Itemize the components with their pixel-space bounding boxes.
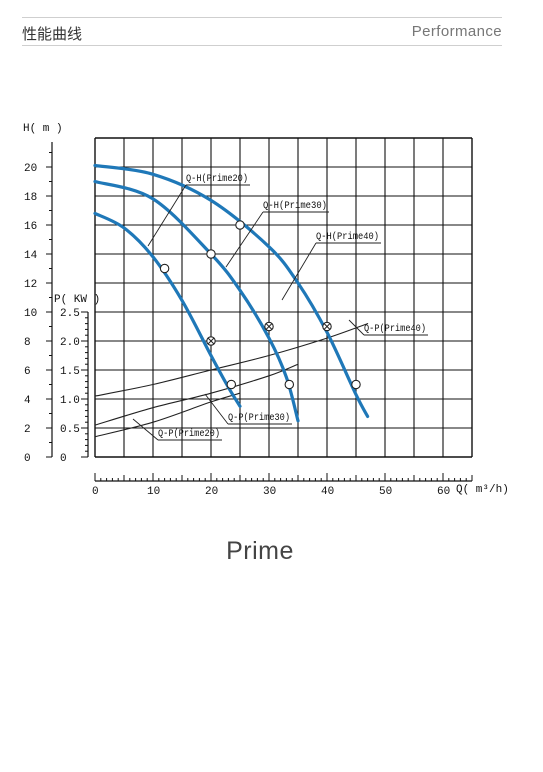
qh-curve-line: [93, 211, 242, 408]
chart-grid: [94, 137, 473, 458]
qh-curves: [93, 163, 370, 423]
x-axis-tick-label: 10: [147, 486, 160, 498]
y-axis-head-tick-label: 2: [24, 424, 31, 436]
curve-label-leader: [204, 393, 229, 425]
y-axis-head-label: H( m ): [23, 123, 63, 135]
qp-curve-line: [94, 323, 369, 397]
y-axis-power-tick-label: 0.5: [60, 424, 80, 436]
y-axis-head-tick-label: 16: [24, 221, 37, 233]
y-axis-power-label: P( KW ): [54, 294, 100, 306]
curve-marker-cross: [323, 323, 331, 330]
curve-marker: [235, 220, 245, 230]
curve-labels: Q-H(Prime20) Q-H(Prime30) Q-H(Prime40) Q-P(…: [132, 173, 428, 441]
y-axis-power-tick-label: 1.5: [60, 366, 80, 378]
curve-label-leader: [225, 211, 264, 268]
curve-label: Q-H(Prime40): [316, 231, 379, 243]
x-axis-tick-label: 20: [205, 486, 218, 498]
y-axis-head-tick-label: 18: [24, 192, 37, 204]
curve-label-leader: [281, 242, 317, 301]
curve-marker: [159, 263, 170, 274]
x-axis-tick-label: 60: [437, 486, 450, 498]
chart-axes: 0 2 4 6 8 10 12 14 16 18 20 0 0.5 1.0 1.5 2.0 2.5 0 10 20 30…: [24, 142, 473, 498]
qh-curve-line: [93, 163, 370, 418]
curve-marker: [206, 249, 216, 259]
performance-chart: 0 2 4 6 8 10 12 14 16 18 20 0 0.5 1.0 1.5 2.0 2.5 0 10 20 30…: [23, 123, 509, 498]
y-axis-power-tick-label: 0: [60, 453, 67, 465]
curve-label: Q-P(Prime30): [228, 412, 290, 424]
qp-curve-line: [94, 363, 299, 426]
curve-marker: [351, 379, 361, 390]
curve-marker: [226, 379, 237, 390]
y-axis-power-tick-label: 2.5: [60, 308, 80, 320]
qh-curve-line: [93, 179, 300, 423]
header-title-cn: 性能曲线: [22, 25, 83, 43]
y-axis-head-tick-label: 6: [24, 366, 31, 378]
y-axis-head-tick-label: 0: [24, 453, 31, 465]
x-axis-tick-label: 40: [321, 486, 334, 498]
x-axis-tick-label: 50: [379, 486, 392, 498]
curve-marker-cross: [207, 337, 215, 345]
curve-label: Q-P(Prime40): [364, 323, 426, 335]
x-axis-tick-label: 30: [263, 486, 276, 498]
y-axis-head-tick-label: 12: [24, 279, 37, 291]
y-axis-head-tick-label: 20: [24, 163, 37, 175]
header-title-en: Performance: [411, 23, 502, 40]
y-axis-head-tick-label: 8: [24, 337, 31, 349]
curve-marker: [284, 379, 295, 390]
qp-curves: [94, 323, 369, 438]
y-axis-power-tick-label: 2.0: [60, 337, 80, 349]
curve-label: Q-P(Prime20): [158, 428, 220, 440]
curve-label: Q-H(Prime20): [186, 173, 248, 185]
x-axis-label: Q( m³/h): [456, 484, 509, 496]
curve-label-leader: [132, 418, 159, 441]
curve-label-leader: [147, 184, 187, 247]
y-axis-head-tick-label: 14: [24, 250, 38, 262]
x-axis-tick-label: 0: [92, 486, 99, 498]
y-axis-head-tick-label: 10: [24, 308, 37, 320]
y-axis-head-tick-label: 4: [24, 395, 31, 407]
curve-marker-cross: [265, 323, 273, 330]
product-caption: Prime: [226, 537, 294, 565]
curve-label: Q-H(Prime30): [263, 200, 327, 212]
curve-label-leader: [348, 319, 365, 336]
page-header: 性能曲线 Performance: [22, 17, 502, 46]
y-axis-power-tick-label: 1.0: [60, 395, 80, 407]
qp-curve-line: [94, 392, 241, 438]
